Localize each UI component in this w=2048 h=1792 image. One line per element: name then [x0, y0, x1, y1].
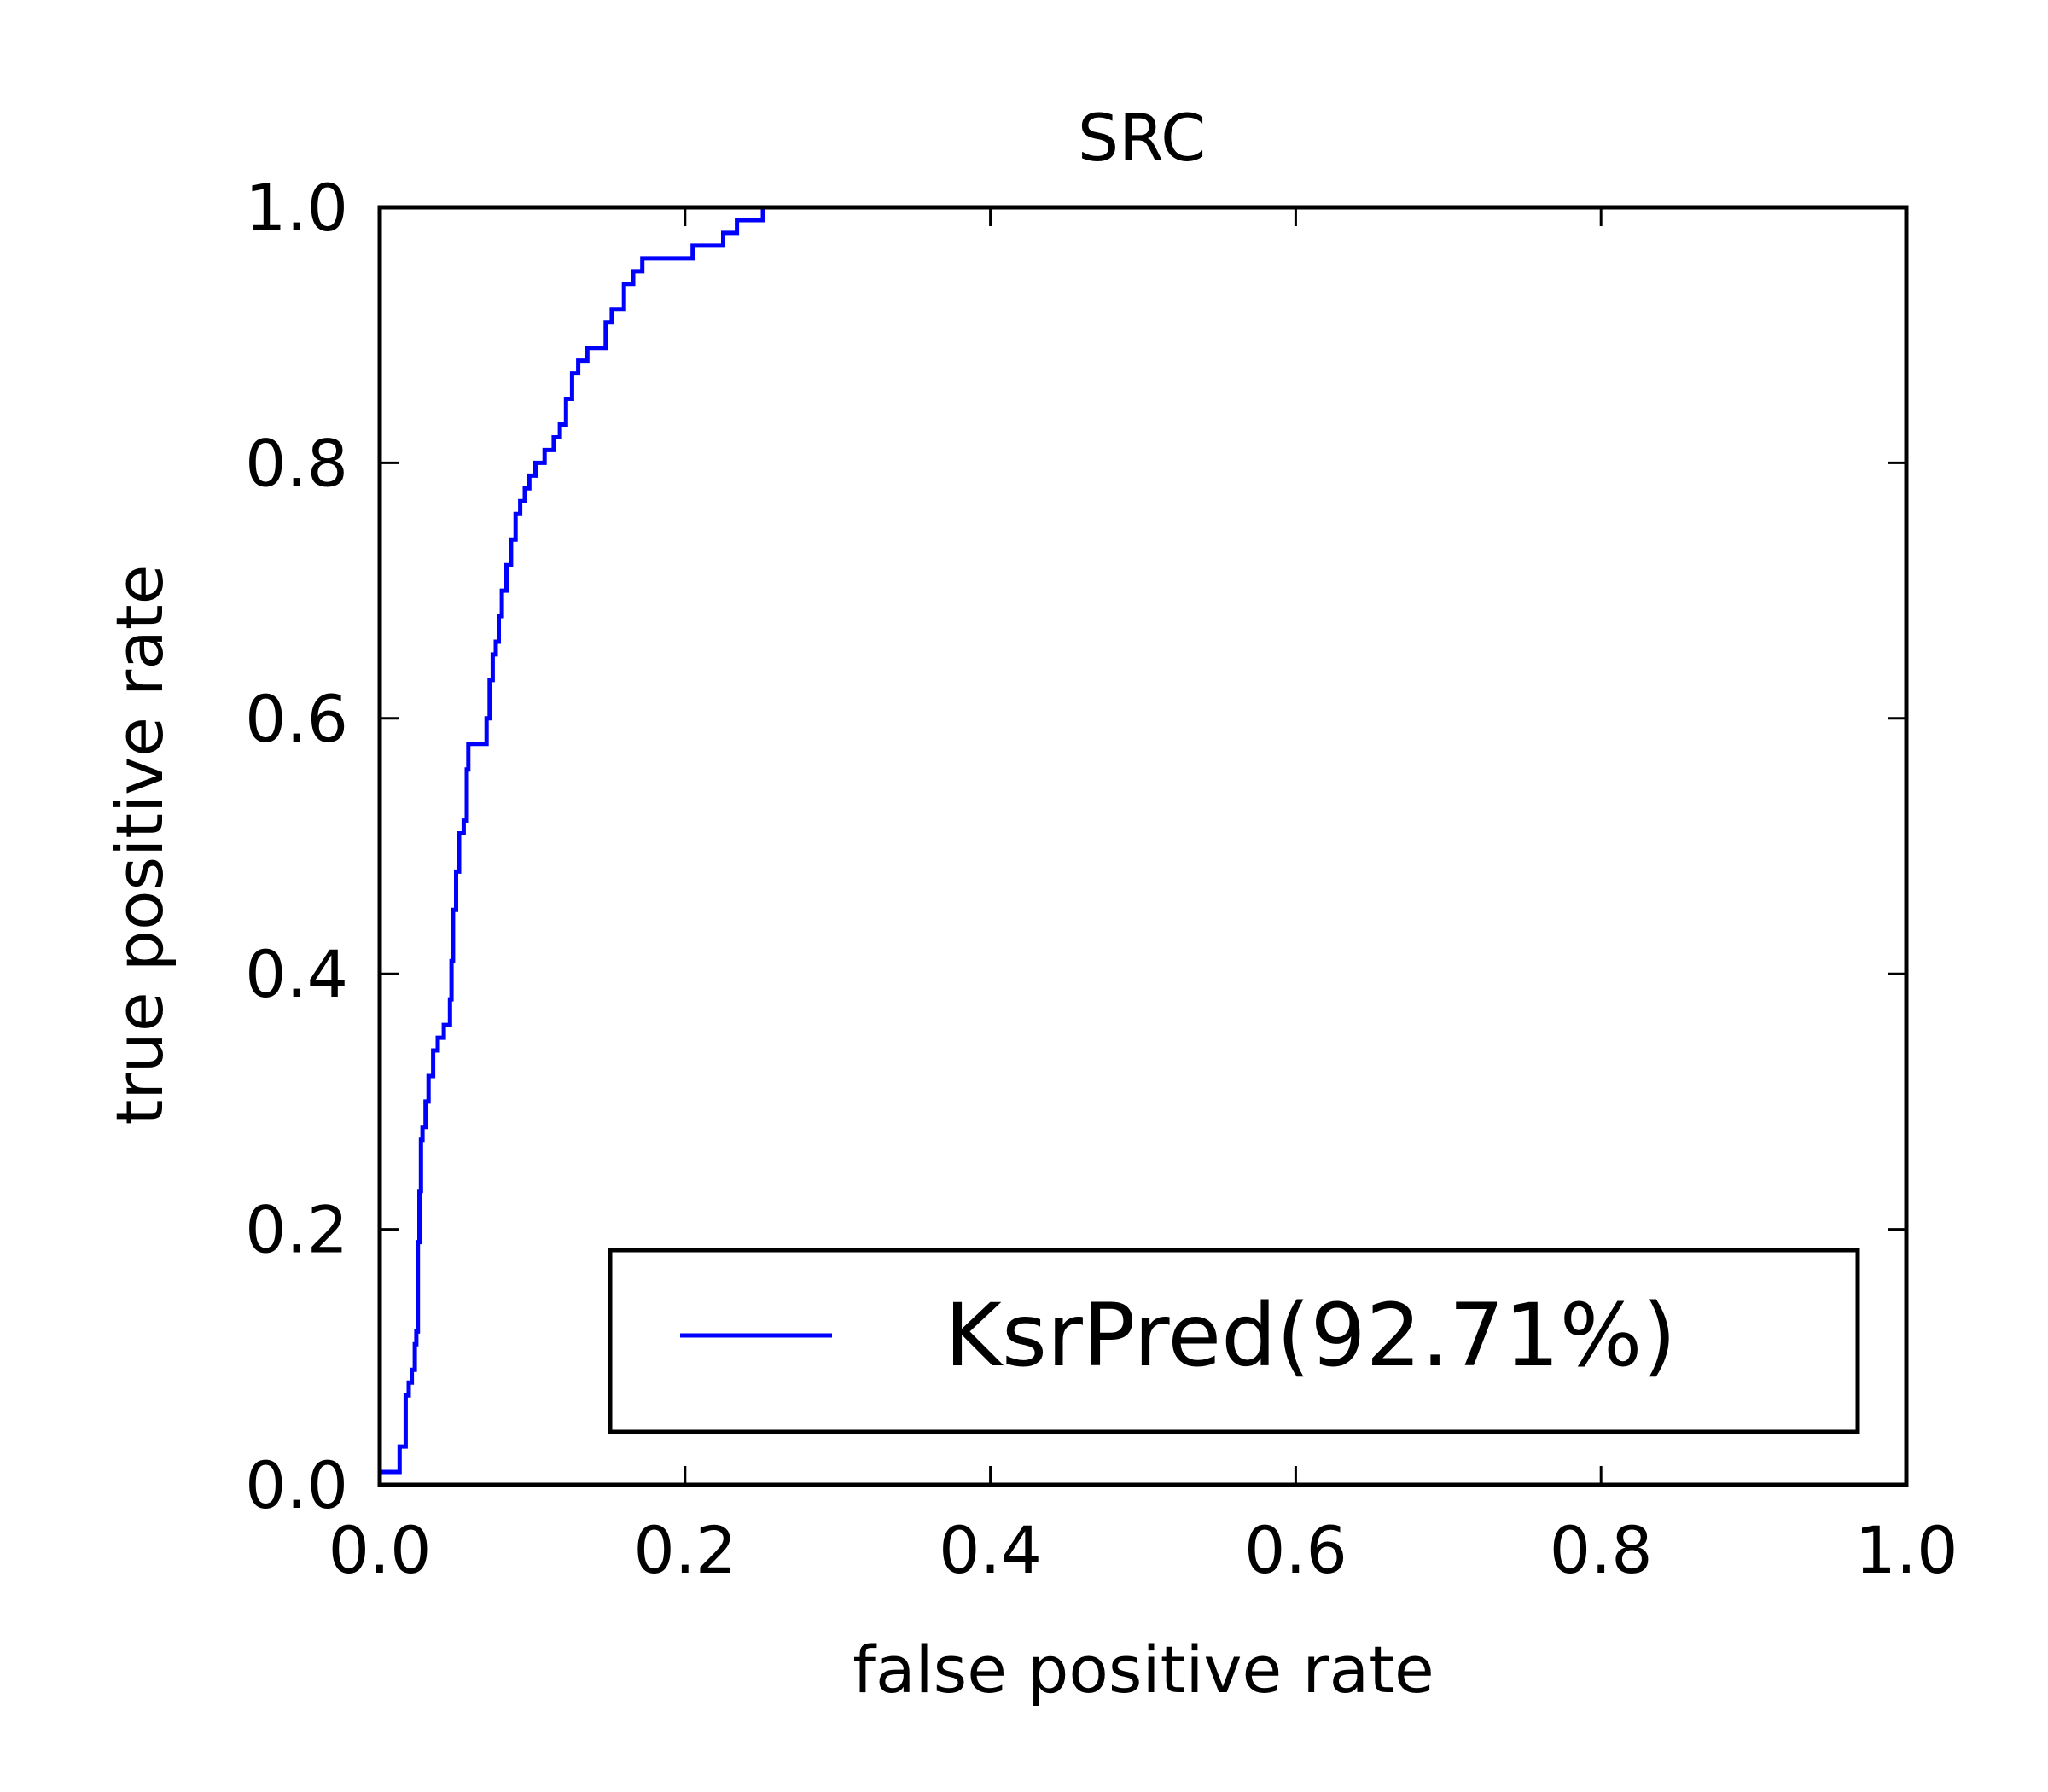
x-tick-label-2: 0.4	[939, 1512, 1042, 1588]
x-axis-label: false positive rate	[852, 1632, 1434, 1708]
y-tick-label-1: 0.2	[245, 1192, 348, 1268]
plot-frame	[377, 205, 1909, 1487]
y-tick-label-0: 0.0	[245, 1447, 348, 1523]
y-tick-label-5: 1.0	[245, 170, 348, 246]
chart-title: SRC	[1078, 100, 1206, 176]
series-line-0	[380, 205, 1906, 1475]
plot-area	[380, 205, 1906, 1475]
legend-label: KsrPred(92.71%)	[945, 1285, 1676, 1387]
y-axis: 0.0 0.2 0.4 0.6 0.8 1.0	[245, 170, 1906, 1523]
x-tick-label-0: 0.0	[329, 1512, 432, 1588]
y-tick-label-3: 0.6	[245, 681, 348, 757]
y-axis-label: true positive rate	[102, 565, 177, 1126]
y-tick-label-2: 0.4	[245, 936, 348, 1012]
x-tick-label-1: 0.2	[633, 1512, 736, 1588]
x-axis: 0.0 0.2 0.4 0.6 0.8 1.0	[329, 207, 1958, 1588]
x-tick-label-3: 0.6	[1244, 1512, 1347, 1588]
y-tick-label-4: 0.8	[245, 425, 348, 501]
legend: KsrPred(92.71%)	[608, 1248, 1860, 1434]
x-tick-label-5: 1.0	[1855, 1512, 1958, 1588]
legend-box	[608, 1248, 1860, 1434]
x-tick-label-4: 0.8	[1550, 1512, 1653, 1588]
